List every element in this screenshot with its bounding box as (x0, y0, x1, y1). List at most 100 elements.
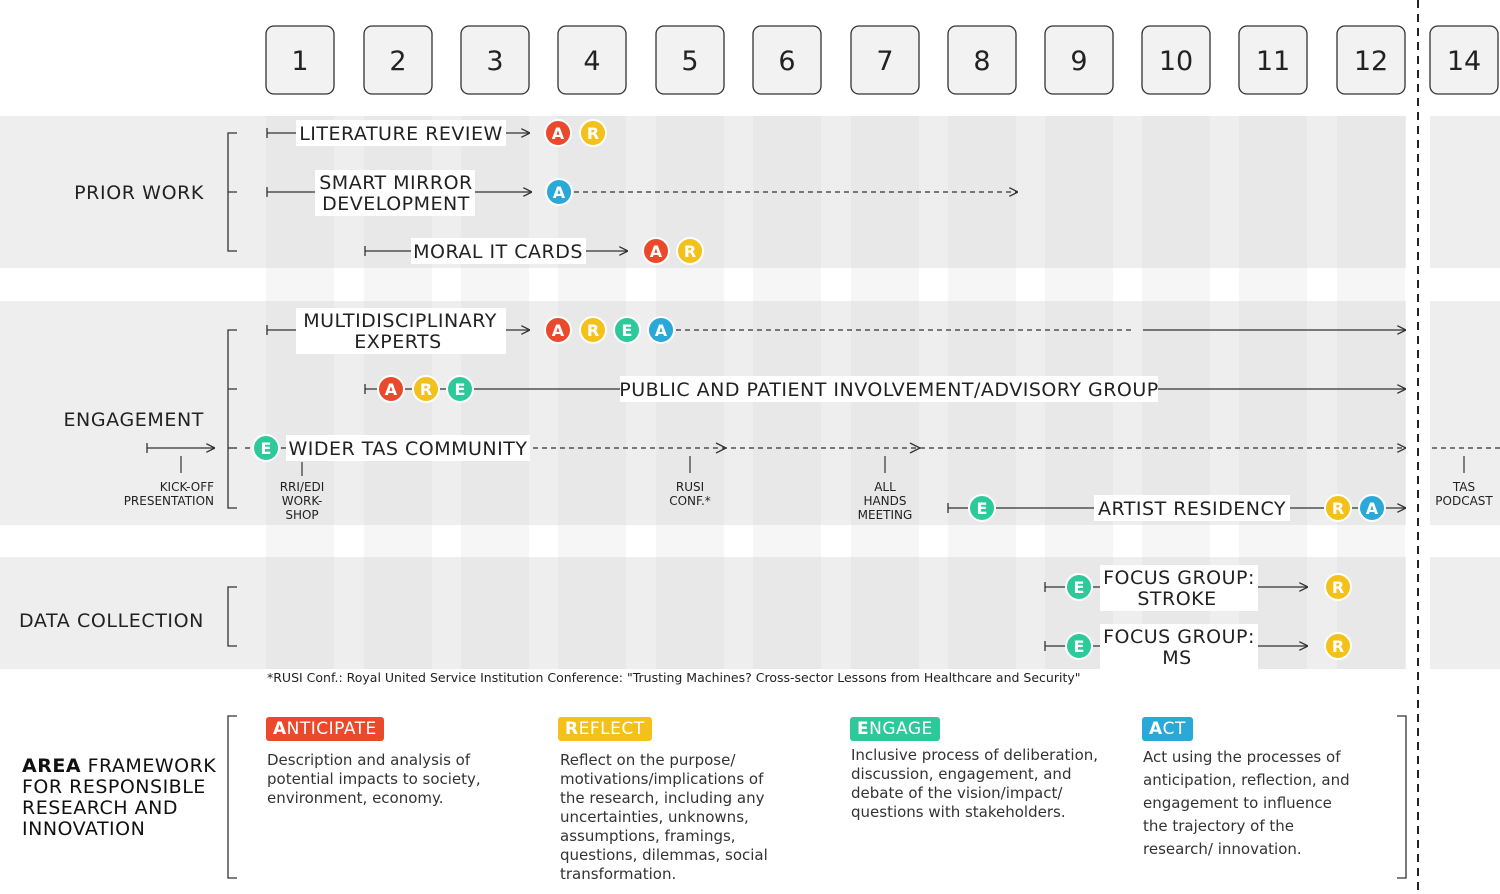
bracket-engagement (227, 329, 237, 509)
multidisciplinary-label-2: EXPERTS (354, 331, 441, 353)
reflect-badge-letter: R (587, 321, 599, 340)
reflect-badge-circle (676, 237, 704, 265)
act-badge: A (647, 316, 675, 344)
month-stripe-gap (364, 268, 432, 301)
reflect-badge-letter: R (1332, 499, 1344, 518)
month-box (1238, 25, 1308, 95)
section-prior-work: PRIOR WORK (74, 182, 204, 204)
framework-title: AREA FRAMEWORK FOR RESPONSIBLE RESEARCH … (22, 756, 216, 840)
anticipate-badge-letter: A (385, 380, 398, 399)
tas-label-1: TAS (1452, 480, 1475, 494)
framework-title-bold: AREA (22, 755, 82, 777)
reflect-badge-circle (579, 119, 607, 147)
act-description: Act using the processes of anticipation,… (1143, 748, 1350, 858)
reflect-heading: REFLECT (558, 717, 652, 741)
reflect-badge-letter: R (684, 242, 696, 261)
allhands-label-1: ALL (874, 480, 896, 494)
month-label: 10 (1159, 46, 1193, 77)
reflect-badge-circle (1324, 573, 1352, 601)
footnote: *RUSI Conf.: Royal United Service Instit… (267, 670, 1081, 685)
month-box (265, 25, 335, 95)
area-badges: A R A A R A R E A A R E E E R A E R E R (252, 119, 1386, 660)
reflect-badge-letter: R (587, 124, 599, 143)
band-prior-work-m14 (1430, 116, 1500, 268)
month-box (752, 25, 822, 95)
framework-bracket-right (1397, 715, 1407, 879)
reflect-badge-circle (412, 375, 440, 403)
act-rest: CT (1162, 719, 1186, 739)
month-label: 6 (778, 46, 795, 77)
reflect-badge: R (579, 119, 607, 147)
framework-title-rest-4: INNOVATION (22, 818, 146, 840)
band-engagement-m14 (1430, 301, 1500, 525)
engage-badge-letter: E (977, 499, 988, 518)
reflect-initial: R (565, 719, 579, 739)
anticipate-badge-circle (377, 375, 405, 403)
month-label: 4 (583, 46, 600, 77)
engage-badge-letter: E (455, 380, 466, 399)
kickoff-label-2: PRESENTATION (124, 494, 214, 508)
month-box (1044, 25, 1114, 95)
act-badge-letter: A (1366, 499, 1379, 518)
rusi-label-2: CONF.* (669, 494, 711, 508)
anticipate-badge: A (642, 237, 670, 265)
month-stripe (1337, 116, 1405, 669)
engage-heading: ENGAGE (850, 717, 940, 741)
anticipate-badge: A (377, 375, 405, 403)
engage-badge: E (252, 434, 280, 462)
section-labels: PRIOR WORK ENGAGEMENT DATA COLLECTION (19, 132, 237, 647)
engage-badge: E (446, 375, 474, 403)
literature-review-label: LITERATURE REVIEW (299, 123, 503, 145)
act-badge-circle (545, 178, 573, 206)
reflect-badge: R (412, 375, 440, 403)
month-stripe-gap (1142, 525, 1210, 557)
row-wider-tas: WIDER TAS COMMUNITY (146, 435, 1500, 461)
month-box (655, 25, 725, 95)
reflect-rest: EFLECT (578, 719, 645, 739)
engage-badge-letter: E (1074, 578, 1085, 597)
row-literature-review: LITERATURE REVIEW (266, 120, 530, 146)
month-label: 9 (1070, 46, 1087, 77)
month-stripe-gap (1239, 525, 1307, 557)
anticipate-badge-circle (544, 119, 572, 147)
month-label: 12 (1354, 46, 1388, 77)
multidisciplinary-label-1: MULTIDISCIPLINARY (303, 310, 497, 332)
month-stripe-gap (1337, 525, 1405, 557)
month-stripe-gap (1142, 268, 1210, 301)
month-stripe-gap (656, 525, 724, 557)
public-patient-label: PUBLIC AND PATIENT INVOLVEMENT/ADVISORY … (619, 379, 1158, 401)
month-stripe (558, 116, 626, 669)
row-multidisciplinary: MULTIDISCIPLINARY EXPERTS (266, 308, 1406, 354)
smart-mirror-label-1: SMART MIRROR (319, 172, 472, 194)
month-box (557, 25, 627, 95)
anticipate-heading: ANTICIPATE (266, 717, 384, 741)
act-badge-circle (1358, 494, 1386, 522)
framework-title-rest-1: FRAMEWORK (81, 755, 217, 777)
events: KICK-OFF PRESENTATION RRI/EDI WORK- SHOP… (124, 456, 1493, 522)
section-engagement: ENGAGEMENT (63, 409, 204, 431)
bracket-prior-work (227, 132, 237, 252)
reflect-badge-circle (1324, 494, 1352, 522)
month-box (363, 25, 433, 95)
month-label: 8 (973, 46, 990, 77)
reflect-badge: R (1324, 573, 1352, 601)
framework-title-rest-3: RESEARCH AND (22, 797, 178, 819)
month-stripe-gap (266, 525, 334, 557)
row-public-patient: PUBLIC AND PATIENT INVOLVEMENT/ADVISORY … (364, 376, 1406, 402)
month-stripe-gap (1337, 268, 1405, 301)
anticipate-description: Description and analysis of potential im… (267, 751, 481, 807)
reflect-badge: R (1324, 494, 1352, 522)
month-stripe-gap (364, 525, 432, 557)
rri-label-3: SHOP (285, 508, 318, 522)
focus-stroke-label-2: STROKE (1137, 588, 1216, 610)
month-stripe-gap (656, 268, 724, 301)
month-box (1141, 25, 1211, 95)
rri-label-1: RRI/EDI (280, 480, 325, 494)
month-stripe-gap (461, 268, 529, 301)
kickoff-label-1: KICK-OFF (160, 480, 214, 494)
month-stripe-gap (948, 268, 1016, 301)
engage-badge-circle (613, 316, 641, 344)
anticipate-badge: A (544, 316, 572, 344)
month-label: 14 (1447, 46, 1481, 77)
